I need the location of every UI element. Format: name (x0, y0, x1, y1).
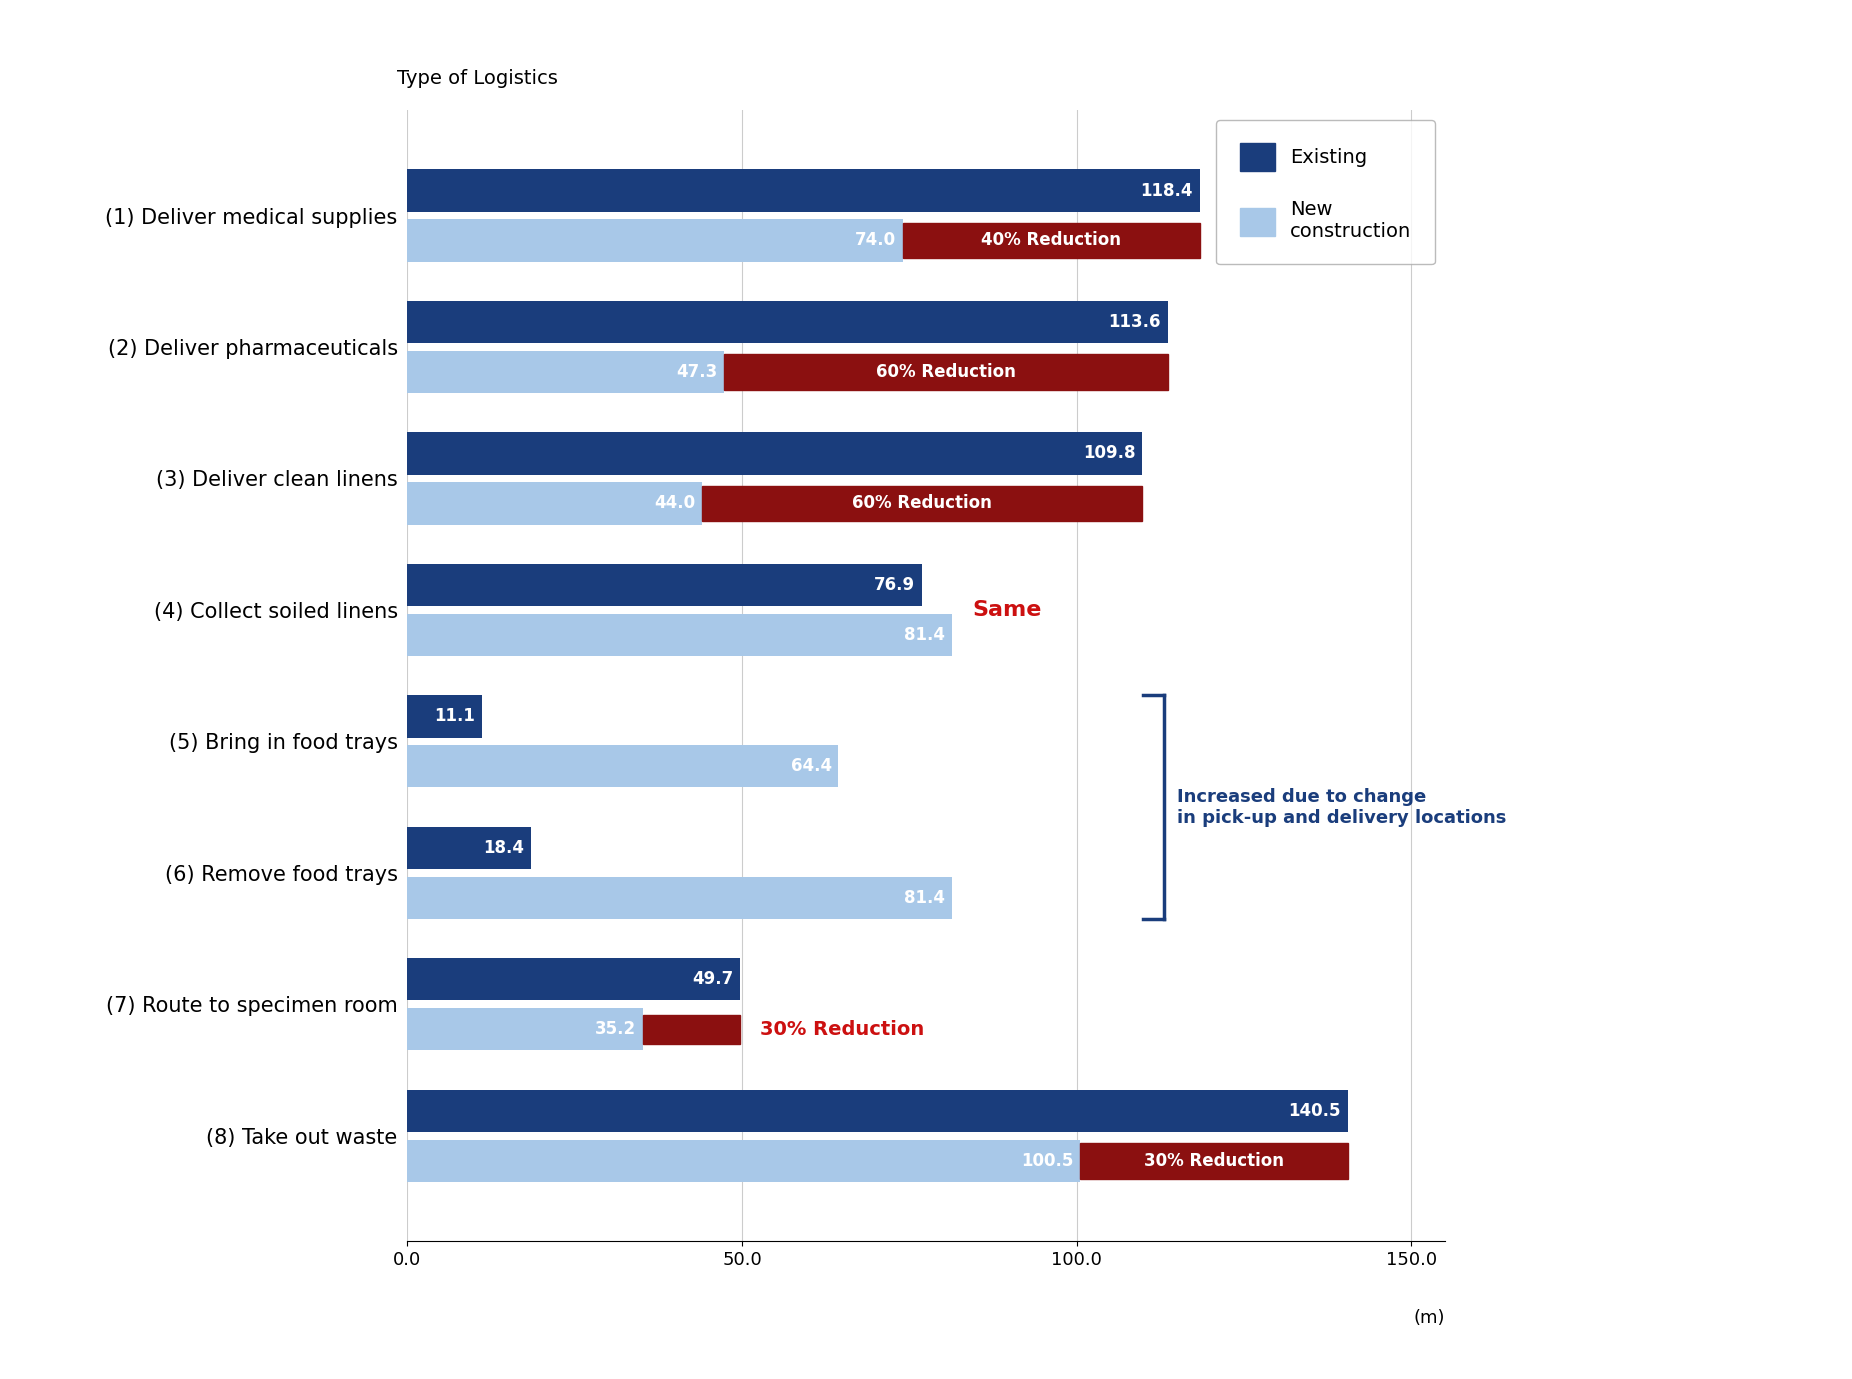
Bar (407, 695, 482, 738)
Bar (724, 354, 1167, 390)
Bar (407, 746, 839, 787)
Text: 11.1: 11.1 (433, 707, 474, 725)
Text: 49.7: 49.7 (693, 971, 733, 989)
Text: Type of Logistics: Type of Logistics (396, 69, 557, 88)
Text: 35.2: 35.2 (594, 1020, 637, 1038)
Text: 81.4: 81.4 (904, 889, 945, 907)
Bar (407, 170, 1200, 211)
Bar (407, 958, 741, 1001)
Text: 64.4: 64.4 (791, 757, 832, 775)
Bar (407, 483, 702, 524)
Text: 100.5: 100.5 (1020, 1151, 1072, 1169)
Bar (407, 350, 724, 393)
Text: 81.4: 81.4 (904, 626, 945, 644)
Bar (407, 1140, 1080, 1182)
Text: 109.8: 109.8 (1083, 444, 1135, 462)
Bar (1080, 1143, 1348, 1179)
Bar (407, 1008, 643, 1051)
Text: 18.4: 18.4 (483, 838, 524, 856)
Text: 113.6: 113.6 (1107, 313, 1161, 331)
Text: 60% Reduction: 60% Reduction (876, 363, 1015, 381)
Bar (902, 222, 1200, 258)
Bar (407, 827, 530, 869)
Bar (407, 564, 922, 605)
Text: 30% Reduction: 30% Reduction (759, 1020, 924, 1038)
Bar (702, 485, 1143, 521)
Bar (407, 877, 952, 918)
Text: 74.0: 74.0 (856, 232, 896, 250)
Bar (407, 301, 1167, 343)
Text: 40% Reduction: 40% Reduction (982, 232, 1120, 250)
Bar (407, 219, 902, 262)
Text: 30% Reduction: 30% Reduction (1145, 1151, 1283, 1169)
Text: 60% Reduction: 60% Reduction (852, 495, 993, 513)
Bar (407, 433, 1143, 474)
Text: Same: Same (972, 600, 1041, 621)
Text: 76.9: 76.9 (874, 576, 915, 594)
Bar (643, 1015, 741, 1044)
Text: 118.4: 118.4 (1141, 182, 1193, 200)
Bar (407, 614, 952, 656)
Text: Increased due to change
in pick-up and delivery locations: Increased due to change in pick-up and d… (1176, 787, 1506, 826)
Text: (m): (m) (1413, 1309, 1445, 1327)
Text: 140.5: 140.5 (1289, 1102, 1341, 1120)
Bar (407, 1089, 1348, 1132)
Text: 47.3: 47.3 (676, 363, 717, 381)
Legend: Existing, New
construction: Existing, New construction (1217, 120, 1435, 265)
Text: 44.0: 44.0 (654, 495, 694, 513)
